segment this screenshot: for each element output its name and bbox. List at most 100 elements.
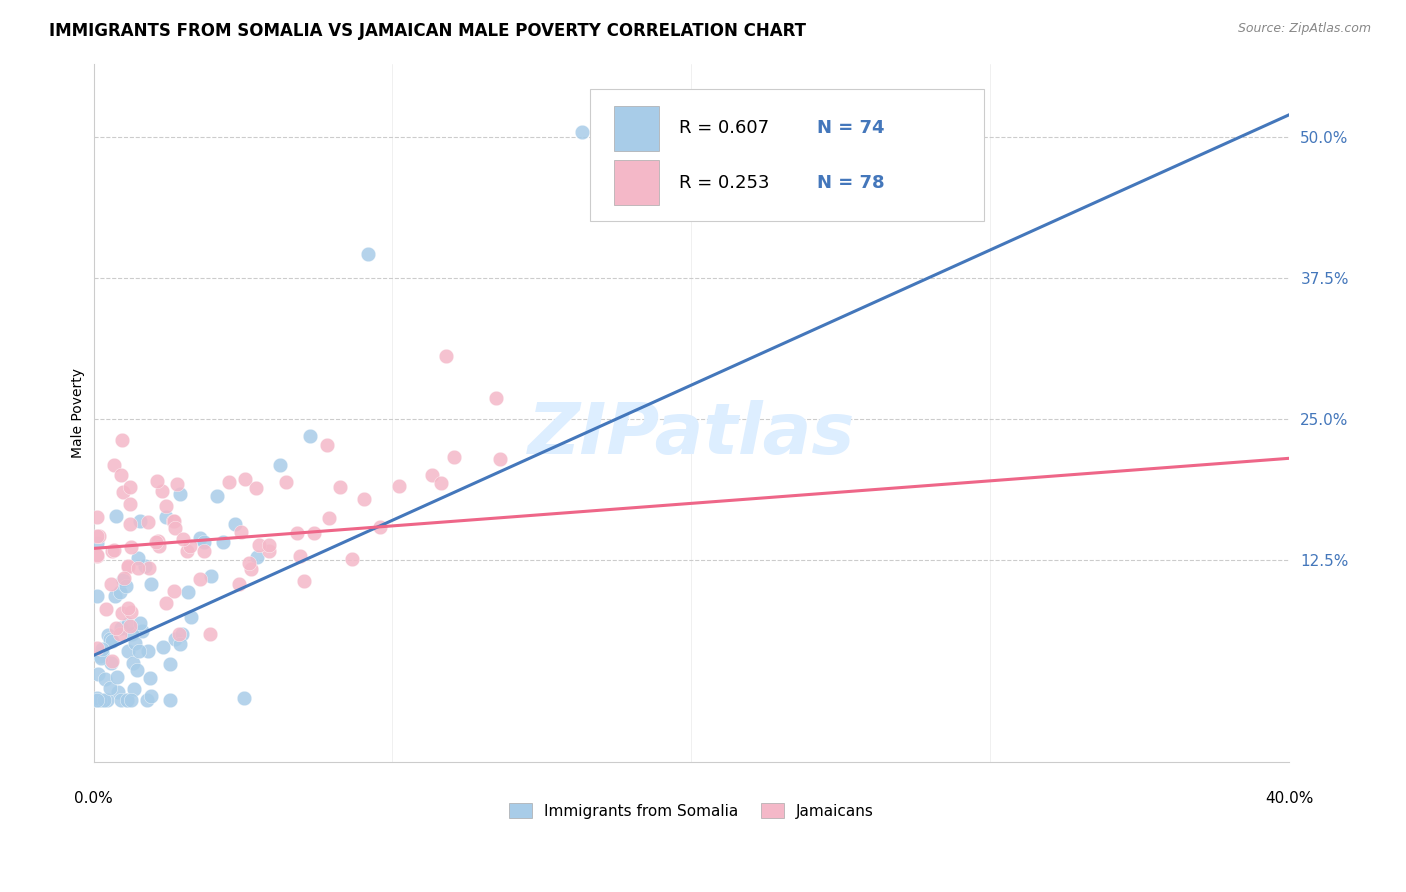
Point bbox=[121, 656, 143, 670]
Point bbox=[98, 681, 121, 696]
Point bbox=[91, 647, 114, 661]
Point bbox=[443, 450, 465, 464]
Point bbox=[150, 484, 173, 499]
Point bbox=[571, 125, 593, 139]
Point bbox=[115, 693, 138, 707]
Point bbox=[87, 693, 110, 707]
Point bbox=[193, 535, 215, 549]
Point bbox=[86, 529, 108, 543]
Point bbox=[86, 693, 108, 707]
Point bbox=[145, 534, 167, 549]
Point bbox=[110, 621, 132, 635]
Point bbox=[231, 524, 253, 539]
Point bbox=[101, 634, 124, 648]
Point bbox=[105, 670, 128, 684]
Point bbox=[86, 693, 108, 707]
Text: 0.0%: 0.0% bbox=[75, 790, 112, 805]
Point bbox=[112, 571, 135, 585]
Point bbox=[155, 499, 177, 513]
Point bbox=[124, 636, 146, 650]
Point bbox=[232, 691, 254, 706]
Point bbox=[141, 690, 163, 704]
Point bbox=[110, 467, 132, 482]
Point bbox=[139, 671, 162, 685]
Point bbox=[172, 532, 194, 546]
Text: N = 78: N = 78 bbox=[817, 174, 884, 192]
Point bbox=[117, 560, 139, 574]
Point bbox=[90, 651, 112, 665]
Point bbox=[124, 681, 146, 696]
Point bbox=[91, 693, 114, 707]
Point bbox=[91, 641, 114, 656]
Point bbox=[288, 549, 311, 563]
Point bbox=[257, 538, 280, 552]
Point bbox=[93, 693, 115, 707]
Point bbox=[105, 508, 128, 523]
Point bbox=[117, 601, 139, 615]
Point bbox=[176, 544, 198, 558]
Point bbox=[302, 525, 325, 540]
Point bbox=[115, 579, 138, 593]
Point bbox=[120, 619, 142, 633]
Point bbox=[285, 525, 308, 540]
Point bbox=[117, 616, 139, 631]
Point bbox=[127, 551, 149, 566]
Text: IMMIGRANTS FROM SOMALIA VS JAMAICAN MALE POVERTY CORRELATION CHART: IMMIGRANTS FROM SOMALIA VS JAMAICAN MALE… bbox=[49, 22, 806, 40]
Legend: Immigrants from Somalia, Jamaicans: Immigrants from Somalia, Jamaicans bbox=[502, 797, 880, 824]
Point bbox=[316, 438, 339, 452]
Point bbox=[103, 458, 125, 472]
Point bbox=[96, 693, 118, 707]
Point bbox=[165, 632, 187, 646]
Point bbox=[169, 487, 191, 501]
Point bbox=[193, 543, 215, 558]
Point bbox=[108, 585, 131, 599]
Point bbox=[121, 627, 143, 641]
Point bbox=[138, 560, 160, 574]
Point bbox=[190, 572, 212, 586]
Point bbox=[111, 484, 134, 499]
Point bbox=[162, 583, 184, 598]
Point bbox=[269, 458, 291, 473]
Point bbox=[107, 685, 129, 699]
Point bbox=[131, 624, 153, 638]
Point bbox=[117, 559, 139, 574]
Point bbox=[89, 693, 111, 707]
Text: Source: ZipAtlas.com: Source: ZipAtlas.com bbox=[1237, 22, 1371, 36]
Point bbox=[118, 497, 141, 511]
Point bbox=[179, 539, 201, 553]
Text: 40.0%: 40.0% bbox=[1265, 790, 1313, 805]
Point bbox=[247, 538, 270, 552]
Text: R = 0.253: R = 0.253 bbox=[679, 174, 770, 192]
Point bbox=[430, 476, 453, 491]
Point bbox=[104, 590, 127, 604]
Point bbox=[169, 637, 191, 651]
Point bbox=[353, 492, 375, 507]
Point bbox=[134, 559, 156, 574]
Point bbox=[177, 585, 200, 599]
Point bbox=[86, 690, 108, 705]
Point bbox=[340, 551, 363, 566]
Point bbox=[489, 451, 512, 466]
Point bbox=[96, 601, 118, 615]
Point bbox=[329, 480, 352, 494]
Point bbox=[276, 475, 298, 489]
Point bbox=[141, 577, 163, 591]
Point bbox=[111, 434, 134, 448]
Point bbox=[100, 577, 122, 591]
Point bbox=[120, 540, 142, 554]
Point bbox=[159, 693, 181, 707]
Point bbox=[167, 626, 190, 640]
Point bbox=[228, 577, 250, 591]
Point bbox=[205, 489, 228, 503]
Point bbox=[120, 481, 142, 495]
Point bbox=[89, 529, 111, 543]
Point bbox=[120, 693, 142, 707]
Point bbox=[148, 539, 170, 553]
FancyBboxPatch shape bbox=[589, 88, 984, 221]
Point bbox=[129, 515, 152, 529]
Point bbox=[368, 520, 391, 534]
Point bbox=[224, 516, 246, 531]
Point bbox=[97, 628, 120, 642]
Bar bbox=[613, 160, 659, 205]
Point bbox=[103, 542, 125, 557]
